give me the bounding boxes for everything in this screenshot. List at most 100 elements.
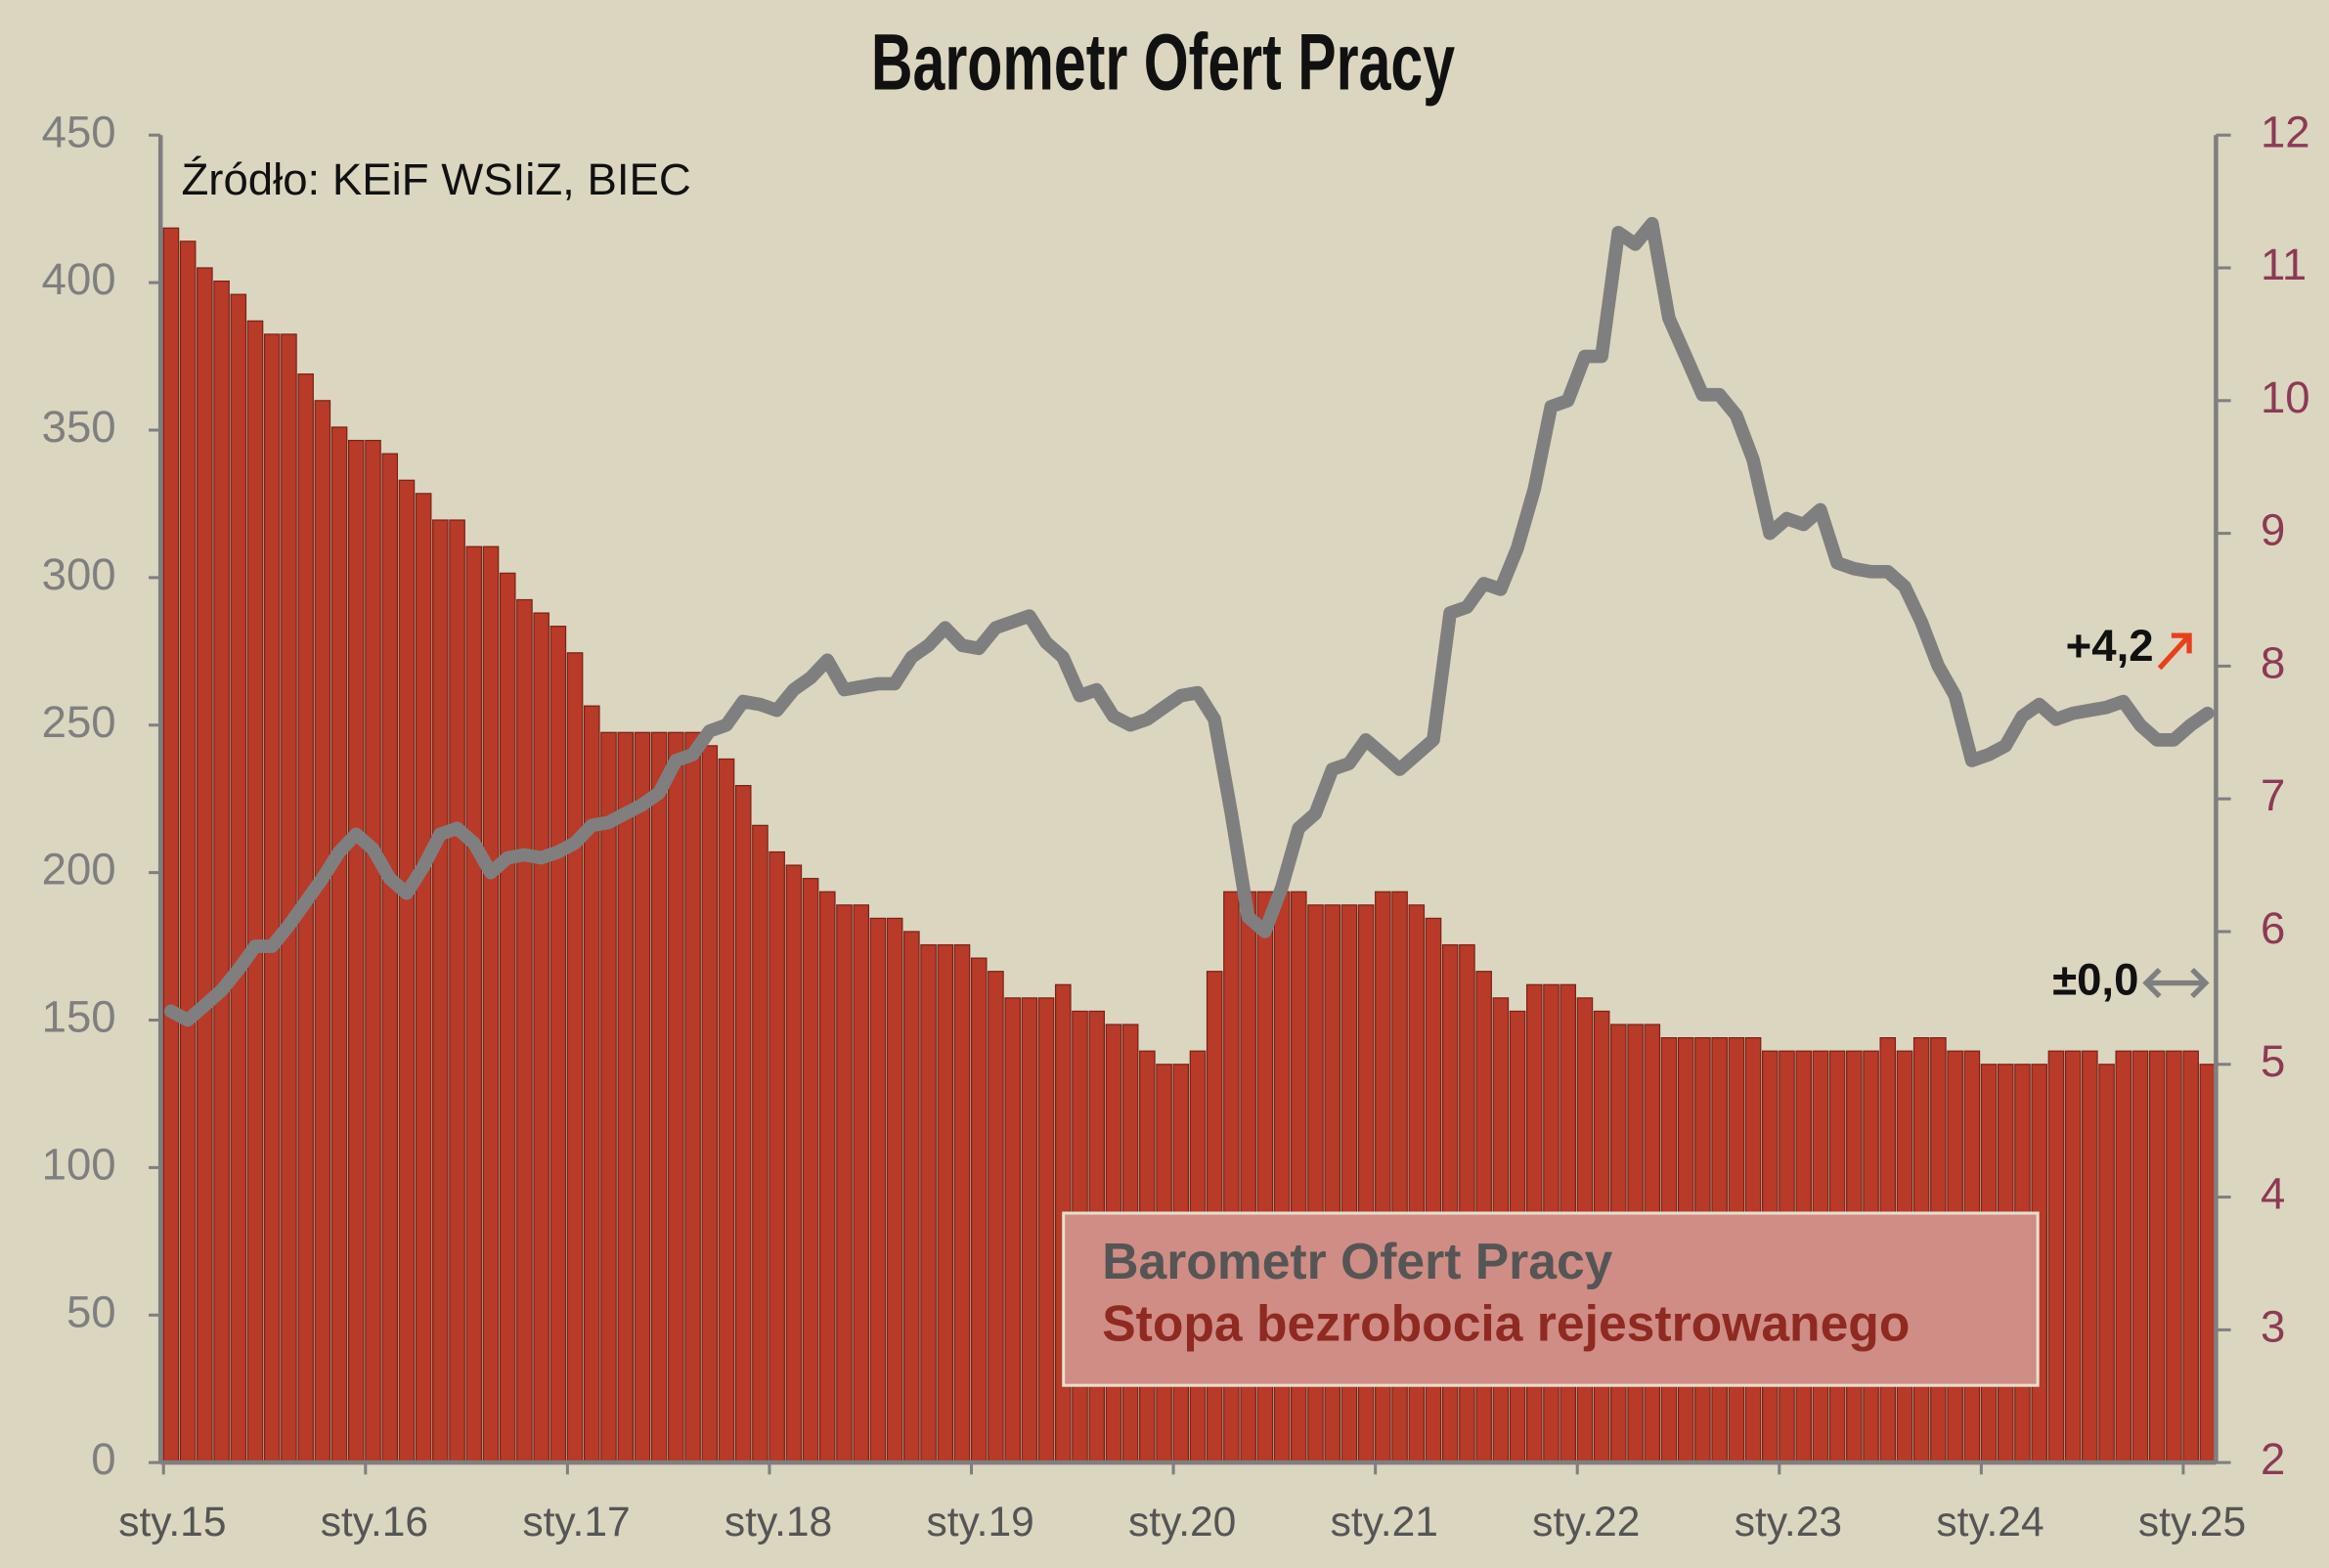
bar <box>2148 1050 2166 1463</box>
bar <box>668 731 684 1463</box>
bar <box>246 320 264 1463</box>
bar <box>1021 997 1038 1463</box>
bar <box>449 519 465 1463</box>
bar <box>718 758 735 1463</box>
source-note: Źródło: KEiF WSIiZ, BIEC <box>181 154 690 204</box>
y-tick-label: 450 <box>42 107 116 156</box>
bar <box>2098 1064 2115 1463</box>
y-tick-label: 200 <box>42 845 116 894</box>
y2-tick-label: 11 <box>2261 240 2307 289</box>
y-tick-label: 250 <box>42 697 116 747</box>
bar <box>281 333 297 1463</box>
chart-title: Barometr Ofert Pracy <box>871 18 1455 108</box>
bar <box>1037 997 1055 1463</box>
bar <box>818 891 836 1463</box>
bar <box>162 227 180 1463</box>
bar <box>920 943 937 1463</box>
flat-arrow <box>2142 967 2210 999</box>
bar <box>600 731 617 1463</box>
bar <box>701 745 719 1463</box>
bar <box>566 652 584 1463</box>
change-label: ±0,0 <box>2052 955 2138 1005</box>
bar <box>365 439 381 1463</box>
y2-tick-label: 9 <box>2261 505 2285 555</box>
bar <box>179 240 197 1463</box>
y-tick-label: 0 <box>91 1434 115 1484</box>
y2-tick-label: 12 <box>2261 107 2310 156</box>
bar <box>903 931 920 1463</box>
x-tick-label: sty.23 <box>1735 1499 1842 1546</box>
y-tick-label: 150 <box>42 992 116 1042</box>
bar <box>2182 1050 2199 1463</box>
bar <box>230 293 247 1463</box>
bar <box>836 904 853 1463</box>
y2-tick-label: 3 <box>2261 1301 2285 1351</box>
bar <box>533 612 549 1463</box>
y-tick-label: 300 <box>42 549 116 599</box>
bar <box>516 598 533 1463</box>
x-tick-label: sty.17 <box>522 1499 630 1546</box>
bar <box>953 943 971 1463</box>
x-tick-label: sty.24 <box>1936 1499 2043 1546</box>
y2-tick-label: 5 <box>2261 1036 2285 1086</box>
x-tick-label: sty.15 <box>118 1499 226 1546</box>
bar <box>937 943 954 1463</box>
bar <box>2082 1050 2098 1463</box>
bar <box>415 493 432 1463</box>
bar <box>314 400 331 1463</box>
line <box>163 216 2215 1027</box>
bar <box>2047 1050 2065 1463</box>
y-tick-label: 350 <box>42 402 116 452</box>
bar <box>650 731 668 1463</box>
legend-box <box>1062 1211 2040 1387</box>
x-tick-label: sty.16 <box>321 1499 428 1546</box>
bar <box>213 280 230 1463</box>
bar <box>769 850 785 1463</box>
change-label: +4,2 <box>2066 621 2154 671</box>
up-arrow <box>2157 632 2192 671</box>
legend-entry: Stopa bezrobocia rejestrowanego <box>1102 1295 1910 1352</box>
lines <box>163 216 2215 1027</box>
x-tick-label: sty.22 <box>1532 1499 1640 1546</box>
bar <box>197 267 213 1463</box>
bar <box>684 731 701 1463</box>
bar <box>869 917 887 1463</box>
bar <box>381 453 399 1463</box>
x-tick-label: sty.20 <box>1128 1499 1236 1546</box>
bar <box>1004 997 1021 1463</box>
bar <box>2131 1050 2149 1463</box>
bar <box>853 904 870 1463</box>
bar <box>970 957 988 1463</box>
y2-tick-label: 4 <box>2261 1169 2285 1219</box>
bar <box>347 439 365 1463</box>
bar <box>2064 1050 2082 1463</box>
bar <box>432 519 449 1463</box>
x-tick-label: sty.18 <box>725 1499 832 1546</box>
bar <box>634 731 651 1463</box>
legend-entry: Barometr Ofert Pracy <box>1102 1233 1612 1289</box>
bar <box>617 731 635 1463</box>
bar <box>549 626 567 1463</box>
x-tick-label: sty.19 <box>926 1499 1033 1546</box>
bar <box>398 479 416 1463</box>
bar <box>2166 1050 2182 1463</box>
y-tick-label: 400 <box>42 254 116 304</box>
bar <box>886 917 903 1463</box>
bar <box>2115 1050 2132 1463</box>
bar <box>752 824 769 1463</box>
y2-tick-label: 7 <box>2261 770 2285 820</box>
x-tick-label: sty.25 <box>2138 1499 2246 1546</box>
bar <box>802 878 819 1463</box>
y2-tick-label: 8 <box>2261 637 2285 687</box>
bar <box>499 572 516 1463</box>
y-tick-label: 50 <box>66 1286 116 1336</box>
y-tick-label: 100 <box>42 1139 116 1189</box>
axes: 0 50 100 150 200 250 300 350 400 450 2 3 4 5 6 7 8 9 10 11 1… <box>42 107 2310 1546</box>
y2-tick-label: 6 <box>2261 903 2285 953</box>
y2-tick-label: 2 <box>2261 1434 2285 1484</box>
bar <box>330 426 348 1463</box>
bar <box>263 333 281 1463</box>
x-tick-label: sty.21 <box>1331 1499 1438 1546</box>
